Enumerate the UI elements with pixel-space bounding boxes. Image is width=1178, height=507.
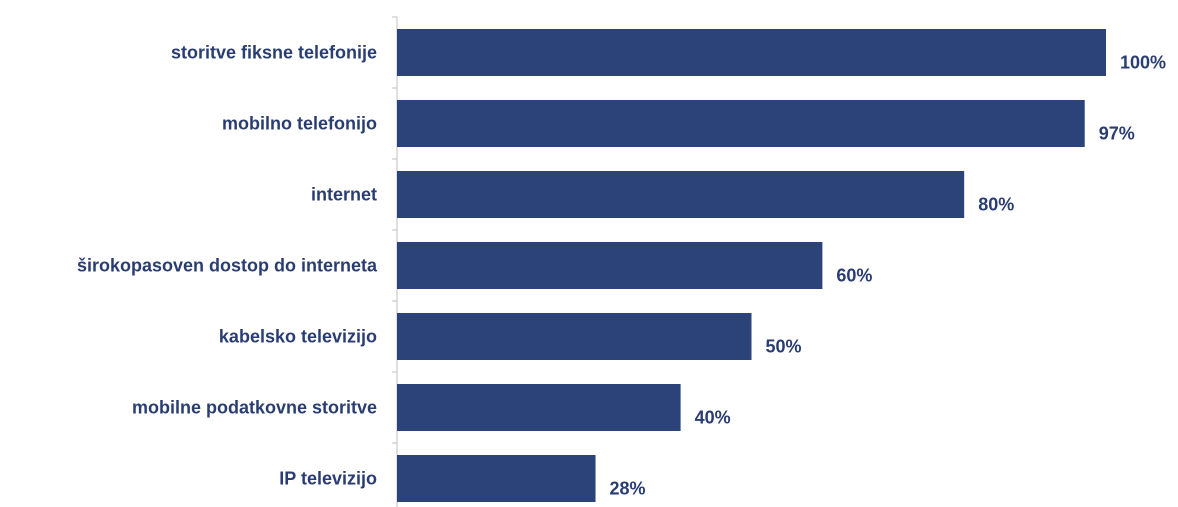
value-label: 80% [978,195,1014,215]
category-label: mobilne podatkovne storitve [132,398,377,418]
value-label: 100% [1120,53,1166,73]
category-label: IP televizijo [279,469,377,489]
category-label: širokopasoven dostop do interneta [77,256,378,276]
value-label: 28% [610,479,646,499]
bar [397,455,596,502]
bar [397,242,823,289]
category-label: storitve fiksne telefonije [171,43,377,63]
bar [397,29,1106,76]
value-labels: 100% 97% 80% 60% 50% 40% 28% [610,53,1167,499]
value-label: 40% [695,408,731,428]
bar [397,313,752,360]
category-axis [392,16,398,507]
category-label: mobilno telefonijo [222,114,377,134]
category-label: kabelsko televizijo [219,327,377,347]
bar [397,100,1085,147]
value-label: 97% [1099,124,1135,144]
bar [397,171,965,218]
category-labels: storitve fiksne telefonije mobilno telefo… [77,43,378,489]
category-label: internet [311,185,377,205]
bar [397,384,681,431]
bars-group [397,29,1106,502]
value-label: 50% [766,337,802,357]
value-label: 60% [836,266,872,286]
